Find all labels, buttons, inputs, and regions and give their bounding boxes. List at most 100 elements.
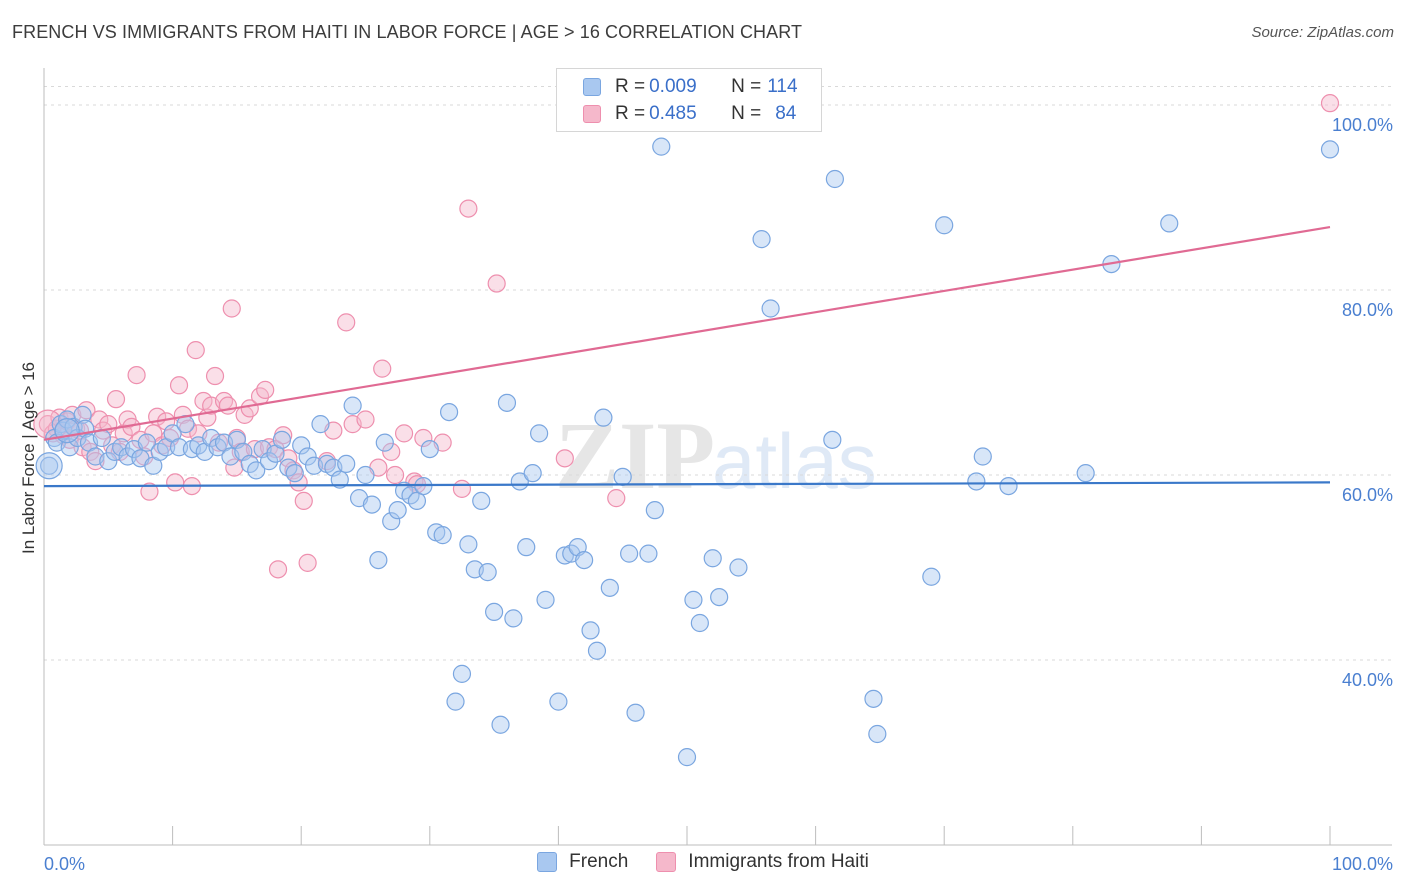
series-legend: French Immigrants from Haiti bbox=[0, 851, 1406, 873]
data-point-french bbox=[369, 550, 388, 570]
watermark: ZIP atlas bbox=[555, 402, 877, 509]
data-point-french bbox=[761, 299, 780, 318]
watermark-atlas: atlas bbox=[712, 417, 877, 505]
data-point-french bbox=[935, 216, 954, 235]
data-point-french bbox=[1320, 140, 1340, 159]
data-point-haiti bbox=[169, 376, 189, 395]
series-french-points bbox=[35, 137, 1340, 767]
data-point-haiti bbox=[225, 458, 244, 477]
data-point-haiti bbox=[337, 313, 356, 332]
legend-item-haiti: Immigrants from Haiti bbox=[656, 851, 869, 873]
data-point-french bbox=[729, 558, 748, 577]
chart-title: FRENCH VS IMMIGRANTS FROM HAITI IN LABOR… bbox=[12, 22, 803, 42]
legend-swatch-haiti bbox=[583, 105, 601, 123]
legend-r-value: 0.485 bbox=[649, 103, 697, 124]
data-point-french bbox=[517, 538, 536, 557]
data-point-french bbox=[825, 169, 844, 189]
x-tick-label: 100.0% bbox=[1332, 854, 1393, 874]
y-tick-labels: 40.0% 60.0% 80.0% 100.0% bbox=[1332, 115, 1393, 690]
data-point-french bbox=[337, 454, 356, 473]
data-point-haiti bbox=[205, 366, 225, 386]
data-point-haiti bbox=[607, 489, 626, 508]
data-point-french bbox=[823, 430, 842, 449]
data-point-french bbox=[420, 440, 439, 459]
data-point-french bbox=[459, 535, 478, 554]
data-point-french bbox=[1160, 214, 1179, 233]
data-point-french bbox=[530, 424, 549, 443]
data-point-french bbox=[472, 491, 491, 510]
data-point-haiti bbox=[459, 199, 478, 218]
data-point-french bbox=[292, 436, 311, 455]
data-point-french bbox=[710, 587, 729, 607]
data-point-french bbox=[999, 477, 1018, 496]
y-tick-label: 80.0% bbox=[1342, 300, 1393, 320]
data-point-french bbox=[54, 418, 80, 444]
data-point-french bbox=[485, 602, 504, 622]
chart-source: Source: ZipAtlas.com bbox=[1251, 24, 1394, 41]
data-point-french bbox=[285, 464, 304, 483]
data-point-haiti bbox=[268, 560, 288, 579]
legend-n-value: 84 bbox=[775, 103, 797, 124]
legend-swatch-french bbox=[537, 852, 558, 872]
legend-row-haiti: R = 0.485 N = 84 bbox=[583, 101, 796, 127]
data-point-french bbox=[587, 641, 607, 660]
trend-line-haiti bbox=[43, 226, 1331, 441]
data-point-haiti bbox=[256, 380, 275, 399]
data-point-french bbox=[581, 621, 600, 640]
data-point-haiti bbox=[414, 428, 433, 448]
legend-label-haiti: Immigrants from Haiti bbox=[688, 851, 869, 872]
legend-r-label: R = bbox=[615, 76, 646, 97]
data-point-haiti bbox=[166, 473, 185, 492]
legend-row-french: R = 0.009 N = 114 bbox=[583, 74, 798, 100]
data-point-french bbox=[73, 405, 92, 424]
data-point-french bbox=[446, 692, 465, 711]
data-point-french bbox=[433, 526, 452, 545]
legend-item-french: French bbox=[537, 851, 628, 873]
data-point-french bbox=[690, 613, 709, 633]
data-point-french bbox=[259, 452, 279, 471]
data-point-french bbox=[375, 433, 394, 452]
legend-label-french: French bbox=[569, 851, 629, 872]
axes bbox=[43, 68, 1392, 846]
data-point-haiti bbox=[218, 396, 237, 415]
data-point-haiti bbox=[294, 491, 313, 510]
y-tick-label: 100.0% bbox=[1332, 115, 1393, 135]
data-point-haiti bbox=[382, 442, 401, 461]
data-point-french bbox=[549, 692, 568, 711]
legend-n-value: 114 bbox=[767, 76, 798, 97]
data-point-french bbox=[536, 590, 555, 609]
data-point-haiti bbox=[487, 274, 506, 293]
data-point-french bbox=[439, 403, 459, 422]
data-point-french bbox=[478, 563, 497, 582]
data-point-french bbox=[752, 230, 771, 249]
correlation-legend: R = 0.009 N = 114 R = 0.485 N = 84 bbox=[556, 68, 822, 132]
data-point-french bbox=[247, 461, 266, 480]
data-point-haiti bbox=[385, 465, 405, 485]
data-point-french bbox=[497, 393, 517, 412]
data-point-haiti bbox=[140, 482, 159, 501]
data-point-french bbox=[652, 137, 671, 156]
x-tick-label: 0.0% bbox=[44, 854, 85, 874]
data-point-french bbox=[1076, 464, 1095, 483]
gridlines bbox=[44, 86, 1392, 661]
x-tick-labels: 0.0% 100.0% bbox=[44, 854, 1393, 874]
data-point-french bbox=[639, 544, 658, 563]
data-point-french bbox=[645, 501, 664, 520]
data-point-french bbox=[272, 430, 292, 449]
data-point-french bbox=[137, 433, 156, 452]
data-point-haiti bbox=[222, 299, 241, 318]
data-point-french bbox=[555, 546, 574, 565]
data-point-french bbox=[388, 501, 407, 520]
data-point-french bbox=[382, 512, 401, 531]
y-axis-title: In Labor Force | Age > 16 bbox=[19, 362, 38, 554]
data-point-french bbox=[967, 472, 986, 491]
data-point-french bbox=[684, 590, 703, 609]
data-point-haiti bbox=[555, 449, 574, 468]
data-point-french bbox=[298, 447, 317, 466]
data-point-french bbox=[864, 689, 883, 708]
data-point-haiti bbox=[452, 479, 472, 498]
data-point-french bbox=[575, 550, 594, 570]
data-point-french bbox=[240, 454, 259, 473]
legend-swatch-haiti bbox=[656, 852, 677, 872]
